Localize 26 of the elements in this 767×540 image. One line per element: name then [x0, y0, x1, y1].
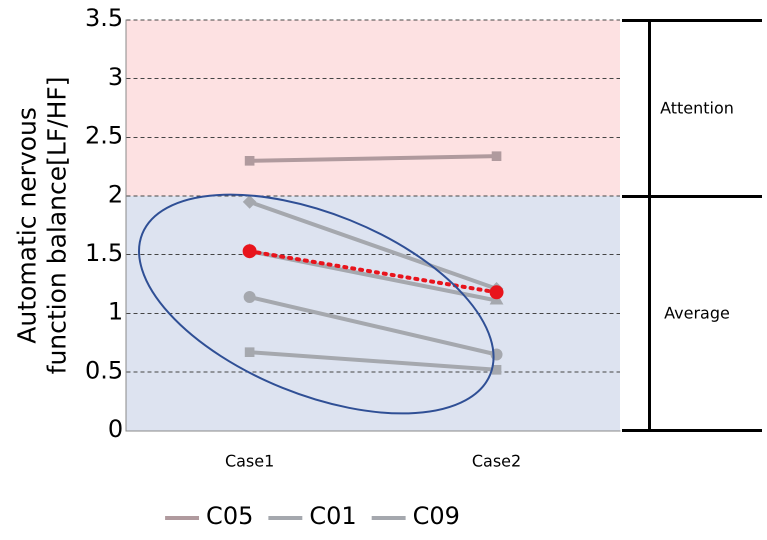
band-label: Attention [659, 98, 735, 118]
y-tick-label: 0 [108, 415, 124, 444]
legend-label: C05 [206, 502, 254, 530]
point [244, 347, 254, 357]
point [242, 244, 257, 258]
band-label: Average [663, 304, 731, 323]
y-tick-label: 3 [108, 62, 124, 91]
x-tick-label: Case1 [224, 452, 274, 471]
point [492, 151, 502, 161]
legend-label: C09 [412, 502, 460, 530]
point [244, 156, 254, 166]
y-tick-label: 3.5 [84, 4, 124, 32]
y-tick-label: 0.5 [84, 356, 124, 384]
point [492, 364, 502, 375]
bracket: Average [622, 194, 762, 432]
point [244, 290, 256, 303]
y-axis-title: Automatic nervous function balance[LF/HF] [12, 76, 72, 374]
y-tick-label: 1 [108, 298, 124, 326]
bracket: Attention [622, 18, 762, 198]
point [244, 196, 256, 208]
x-tick-label: Case2 [472, 452, 522, 471]
legend-label: C01 [309, 502, 357, 530]
y-tick-label: 2.5 [84, 122, 124, 150]
y-tick-label: 2 [108, 180, 124, 208]
y-tick-label: 1.5 [84, 238, 124, 267]
point [490, 285, 504, 300]
